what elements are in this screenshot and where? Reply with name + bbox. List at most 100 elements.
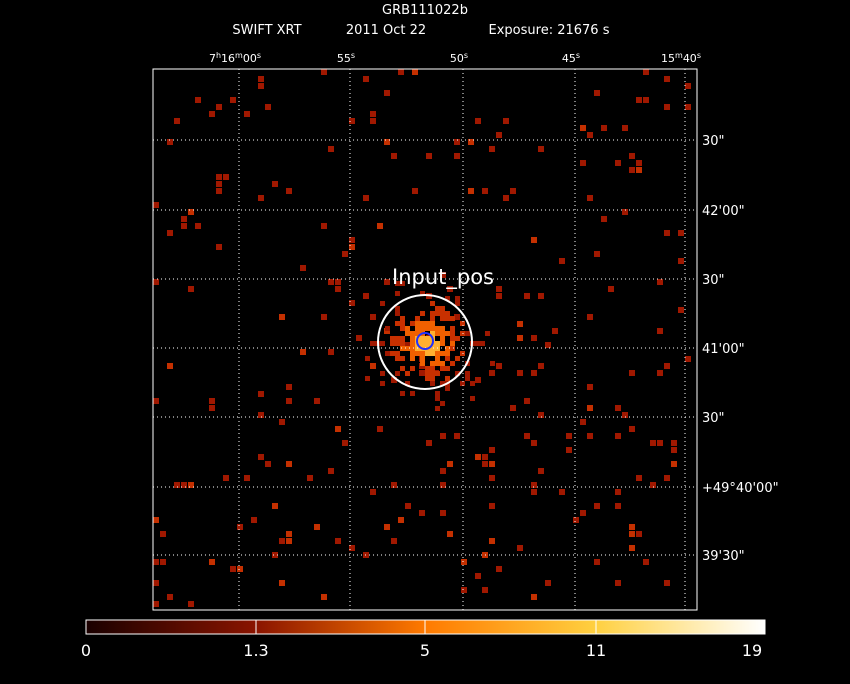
- pixel: [384, 139, 390, 145]
- ra-label: 55s: [337, 51, 355, 65]
- pixel: [400, 366, 405, 371]
- pixel: [370, 314, 376, 320]
- pixel: [400, 336, 405, 341]
- ra-label: 15m40s: [661, 51, 701, 65]
- pixel: [188, 482, 194, 488]
- pixel: [440, 272, 446, 278]
- pixel: [580, 125, 586, 131]
- pixel: [678, 258, 684, 264]
- pixel: [410, 346, 415, 351]
- pixel: [587, 195, 593, 201]
- pixel: [410, 321, 415, 326]
- pixel: [314, 398, 320, 404]
- pixel: [470, 381, 475, 386]
- pixel: [580, 510, 586, 516]
- pixel: [496, 293, 502, 299]
- pixel: [480, 341, 485, 346]
- pixel: [664, 363, 670, 369]
- pixel: [601, 125, 607, 131]
- pixel: [195, 223, 201, 229]
- pixel: [153, 601, 159, 607]
- pixel: [435, 326, 440, 331]
- pixel: [321, 69, 327, 75]
- pixel: [445, 316, 450, 321]
- pixel: [286, 531, 292, 537]
- pixel: [445, 346, 450, 351]
- pixel: [664, 230, 670, 236]
- pixel: [174, 118, 180, 124]
- pixel: [420, 336, 425, 341]
- instrument: SWIFT XRT: [232, 23, 301, 38]
- pixel: [454, 139, 460, 145]
- title: GRB111022b: [382, 3, 468, 18]
- pixel: [445, 331, 450, 336]
- pixel: [380, 341, 385, 346]
- pixel: [395, 371, 400, 376]
- pixel: [390, 336, 395, 341]
- pixel: [167, 363, 173, 369]
- image-frame: [152, 68, 698, 611]
- ra-label-part: m: [235, 51, 243, 60]
- pixel: [390, 351, 395, 356]
- pixel: [685, 356, 691, 362]
- pixel: [425, 351, 430, 356]
- pixel: [587, 433, 593, 439]
- pixel: [455, 301, 460, 306]
- pixel: [615, 405, 621, 411]
- pixel: [244, 111, 250, 117]
- pixel: [300, 349, 306, 355]
- pixel: [400, 341, 405, 346]
- colorbar-label: 0: [81, 641, 91, 660]
- ra-label-part: 50: [450, 52, 464, 65]
- pixel: [587, 405, 593, 411]
- pixel: [615, 160, 621, 166]
- pixel: [363, 293, 369, 299]
- pixel: [430, 366, 435, 371]
- pixel: [405, 381, 410, 386]
- pixel: [445, 356, 450, 361]
- pixel: [460, 321, 465, 326]
- pixel: [430, 321, 435, 326]
- pixel: [559, 489, 565, 495]
- pixel: [244, 475, 250, 481]
- pixel: [365, 356, 370, 361]
- pixel: [559, 258, 565, 264]
- pixel: [425, 321, 430, 326]
- pixel: [496, 286, 502, 292]
- pixel: [384, 524, 390, 530]
- pixel: [580, 419, 586, 425]
- pixel: [328, 279, 334, 285]
- pixel: [445, 366, 450, 371]
- pixel: [181, 216, 187, 222]
- exposure: Exposure: 21676 s: [489, 23, 610, 38]
- pixel: [391, 482, 397, 488]
- pixel: [395, 291, 400, 296]
- pixel: [425, 326, 430, 331]
- pixel: [258, 83, 264, 89]
- pixel: [524, 433, 530, 439]
- pixel: [496, 566, 502, 572]
- pixel: [410, 331, 415, 336]
- pixel: [580, 160, 586, 166]
- pixel: [475, 573, 481, 579]
- pixel: [657, 279, 663, 285]
- image-pixels: [153, 69, 691, 607]
- pixel: [349, 244, 355, 250]
- pixel: [664, 580, 670, 586]
- pixel: [685, 104, 691, 110]
- pixel: [390, 341, 395, 346]
- pixel: [531, 370, 537, 376]
- pixel: [181, 223, 187, 229]
- pixel: [398, 517, 404, 523]
- pixel: [440, 366, 445, 371]
- pixel: [435, 351, 440, 356]
- pixel: [657, 440, 663, 446]
- pixel: [636, 167, 642, 173]
- pixel: [454, 433, 460, 439]
- pixel: [435, 391, 440, 396]
- pixel: [425, 376, 430, 381]
- dec-label: 30": [702, 273, 725, 288]
- pixel: [370, 341, 375, 346]
- pixel: [400, 281, 405, 286]
- pixel: [664, 104, 670, 110]
